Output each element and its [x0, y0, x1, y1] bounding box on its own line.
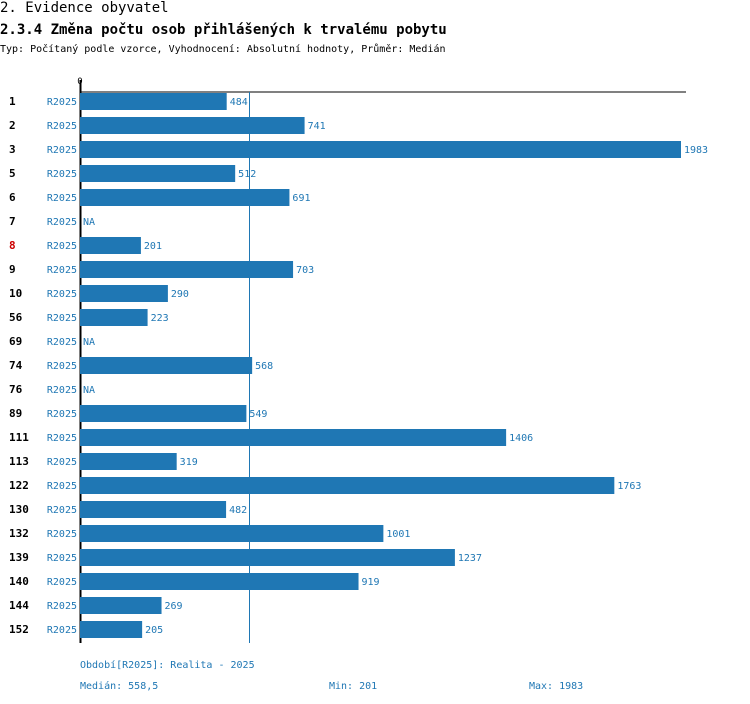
- period-label: R2025: [47, 361, 77, 372]
- period-label: R2025: [47, 145, 77, 156]
- period-label: R2025: [47, 313, 77, 324]
- bar: [80, 165, 236, 182]
- value-label: NA: [83, 337, 95, 348]
- row-id-label: 6: [9, 191, 16, 204]
- value-label: NA: [83, 217, 95, 228]
- max-value: Max: 1983: [529, 681, 584, 692]
- bar: [80, 549, 455, 566]
- row-id-label: 113: [9, 455, 29, 468]
- row-id-label: 8: [9, 239, 16, 252]
- bar: [80, 597, 162, 614]
- row-id-label: 5: [9, 167, 16, 180]
- value-label: 741: [308, 121, 326, 132]
- row-id-label: 74: [9, 359, 23, 372]
- median-value: Medián: 558,5: [80, 681, 159, 692]
- row-id-label: 152: [9, 623, 29, 636]
- period-label: R2025: [47, 505, 77, 516]
- value-label: 512: [238, 169, 256, 180]
- zero-tick-label: 0: [77, 77, 82, 87]
- chart-subtitle: Typ: Počítaný podle vzorce, Vyhodnocení:…: [0, 44, 446, 55]
- period-label: R2025: [47, 193, 77, 204]
- min-value: Min: 201: [329, 681, 378, 692]
- bar: [80, 93, 227, 110]
- bar: [80, 357, 253, 374]
- value-label: 549: [249, 409, 267, 420]
- period-label: R2025: [47, 553, 77, 564]
- bar: [80, 477, 615, 494]
- row-id-label: 132: [9, 527, 29, 540]
- value-label: 1001: [386, 529, 410, 540]
- value-label: 482: [229, 505, 247, 516]
- period-label: R2025: [47, 169, 77, 180]
- row-id-label: 89: [9, 407, 22, 420]
- value-label: 319: [180, 457, 198, 468]
- chart-title: 2.3.4 Změna počtu osob přihlášených k tr…: [0, 22, 447, 38]
- bar: [80, 573, 359, 590]
- value-label: 1983: [684, 145, 708, 156]
- period-label: R2025: [47, 337, 77, 348]
- value-label: 223: [151, 313, 169, 324]
- row-id-label: 10: [9, 287, 22, 300]
- period-label: R2025: [47, 217, 77, 228]
- value-label: 1763: [617, 481, 641, 492]
- value-label: 568: [255, 361, 273, 372]
- period-label: R2025: [47, 625, 77, 636]
- value-label: 269: [165, 601, 183, 612]
- bar: [80, 189, 290, 206]
- value-label: 1237: [458, 553, 482, 564]
- value-label: 205: [145, 625, 163, 636]
- value-label: 703: [296, 265, 314, 276]
- bar: [80, 525, 384, 542]
- bar: [80, 141, 681, 158]
- row-id-label: 2: [9, 119, 16, 132]
- value-label: NA: [83, 385, 95, 396]
- period-label: R2025: [47, 577, 77, 588]
- period-label: R2025: [47, 433, 77, 444]
- value-label: 484: [230, 97, 248, 108]
- row-id-label: 144: [9, 599, 29, 612]
- period-label: R2025: [47, 601, 77, 612]
- row-id-label: 7: [9, 215, 16, 228]
- period-label: R2025: [47, 529, 77, 540]
- value-label: 1406: [509, 433, 533, 444]
- row-id-label: 122: [9, 479, 29, 492]
- value-label: 919: [362, 577, 380, 588]
- row-id-label: 139: [9, 551, 29, 564]
- bar: [80, 117, 305, 134]
- row-id-label: 140: [9, 575, 29, 588]
- period-label: R2025: [47, 457, 77, 468]
- period-label: R2025: [47, 241, 77, 252]
- bar: [80, 237, 141, 254]
- period-label: R2025: [47, 289, 77, 300]
- bar: [80, 453, 177, 470]
- row-id-label: 3: [9, 143, 16, 156]
- period-label: R2025: [47, 121, 77, 132]
- period-label: R2025: [47, 97, 77, 108]
- row-id-label: 9: [9, 263, 16, 276]
- period-label: R2025: [47, 481, 77, 492]
- row-id-label: 69: [9, 335, 22, 348]
- value-label: 290: [171, 289, 189, 300]
- period-label: R2025: [47, 265, 77, 276]
- value-label: 691: [292, 193, 310, 204]
- bar: [80, 501, 227, 518]
- row-id-label: 111: [9, 431, 29, 444]
- bar: [80, 405, 247, 422]
- period-label: R2025: [47, 385, 77, 396]
- row-id-label: 76: [9, 383, 23, 396]
- bar: [80, 285, 168, 302]
- bar: [80, 309, 148, 326]
- row-id-label: 1: [9, 95, 16, 108]
- section-heading: 2. Evidence obyvatel: [0, 0, 169, 16]
- period-legend: Období[R2025]: Realita - 2025: [80, 660, 255, 671]
- row-id-label: 56: [9, 311, 23, 324]
- bar: [80, 429, 507, 446]
- row-id-label: 130: [9, 503, 29, 516]
- bar: [80, 621, 143, 638]
- period-label: R2025: [47, 409, 77, 420]
- value-label: 201: [144, 241, 162, 252]
- bar: [80, 261, 294, 278]
